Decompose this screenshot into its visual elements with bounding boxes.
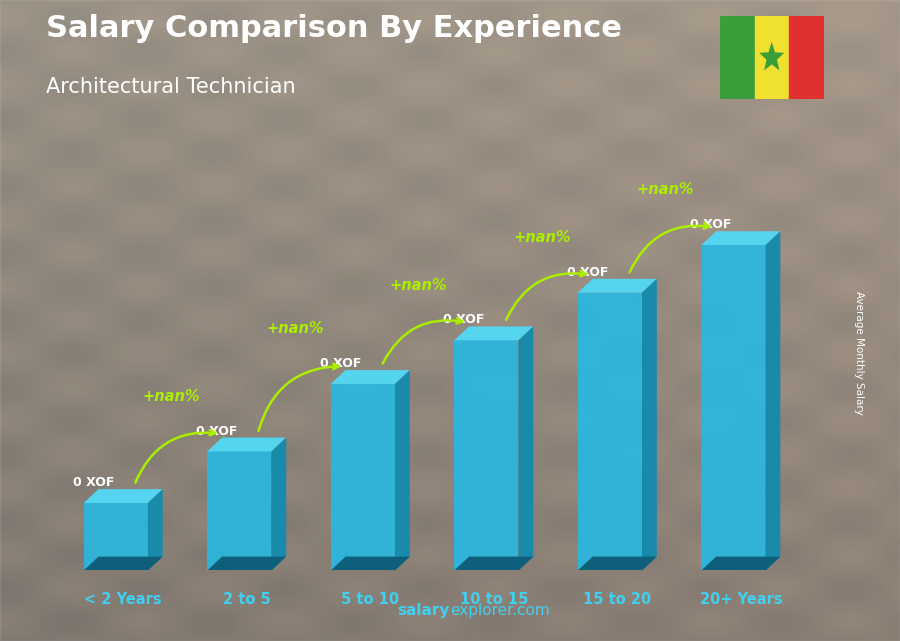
Text: 0 XOF: 0 XOF: [320, 357, 361, 370]
Text: 2 to 5: 2 to 5: [223, 592, 271, 607]
Text: salary: salary: [398, 603, 450, 618]
Polygon shape: [578, 293, 642, 570]
Polygon shape: [272, 438, 286, 570]
Text: explorer.com: explorer.com: [450, 603, 550, 618]
Bar: [789, 16, 824, 99]
Text: 15 to 20: 15 to 20: [583, 592, 652, 607]
Polygon shape: [148, 489, 163, 570]
Polygon shape: [766, 231, 780, 570]
Text: 0 XOF: 0 XOF: [73, 476, 114, 489]
Polygon shape: [207, 438, 286, 451]
Polygon shape: [701, 231, 780, 245]
Polygon shape: [330, 384, 395, 570]
Polygon shape: [760, 42, 784, 71]
Text: +nan%: +nan%: [513, 230, 571, 245]
Polygon shape: [701, 245, 766, 570]
Text: +nan%: +nan%: [142, 389, 200, 404]
Text: 0 XOF: 0 XOF: [567, 266, 608, 279]
Text: 0 XOF: 0 XOF: [690, 218, 732, 231]
Polygon shape: [84, 489, 163, 503]
Text: 0 XOF: 0 XOF: [444, 313, 485, 326]
Text: +nan%: +nan%: [266, 321, 324, 337]
Polygon shape: [395, 370, 410, 570]
Polygon shape: [454, 340, 518, 570]
Polygon shape: [578, 556, 657, 570]
Text: Average Monthly Salary: Average Monthly Salary: [854, 290, 865, 415]
Bar: [754, 16, 789, 99]
Polygon shape: [330, 556, 410, 570]
Polygon shape: [454, 326, 534, 340]
Text: 5 to 10: 5 to 10: [341, 592, 400, 607]
Bar: [720, 16, 754, 99]
Text: < 2 Years: < 2 Years: [85, 592, 162, 607]
Text: +nan%: +nan%: [390, 278, 447, 293]
Text: 0 XOF: 0 XOF: [196, 424, 238, 438]
Polygon shape: [84, 503, 148, 570]
Polygon shape: [701, 556, 780, 570]
Text: +nan%: +nan%: [636, 183, 694, 197]
Text: Salary Comparison By Experience: Salary Comparison By Experience: [46, 14, 622, 44]
FancyBboxPatch shape: [718, 14, 825, 101]
Text: Architectural Technician: Architectural Technician: [46, 76, 295, 97]
Polygon shape: [578, 279, 657, 293]
Polygon shape: [518, 326, 534, 570]
Polygon shape: [207, 451, 272, 570]
Polygon shape: [642, 279, 657, 570]
Polygon shape: [454, 556, 534, 570]
Text: 10 to 15: 10 to 15: [460, 592, 528, 607]
Polygon shape: [84, 556, 163, 570]
Polygon shape: [207, 556, 286, 570]
Polygon shape: [330, 370, 410, 384]
Text: 20+ Years: 20+ Years: [699, 592, 782, 607]
